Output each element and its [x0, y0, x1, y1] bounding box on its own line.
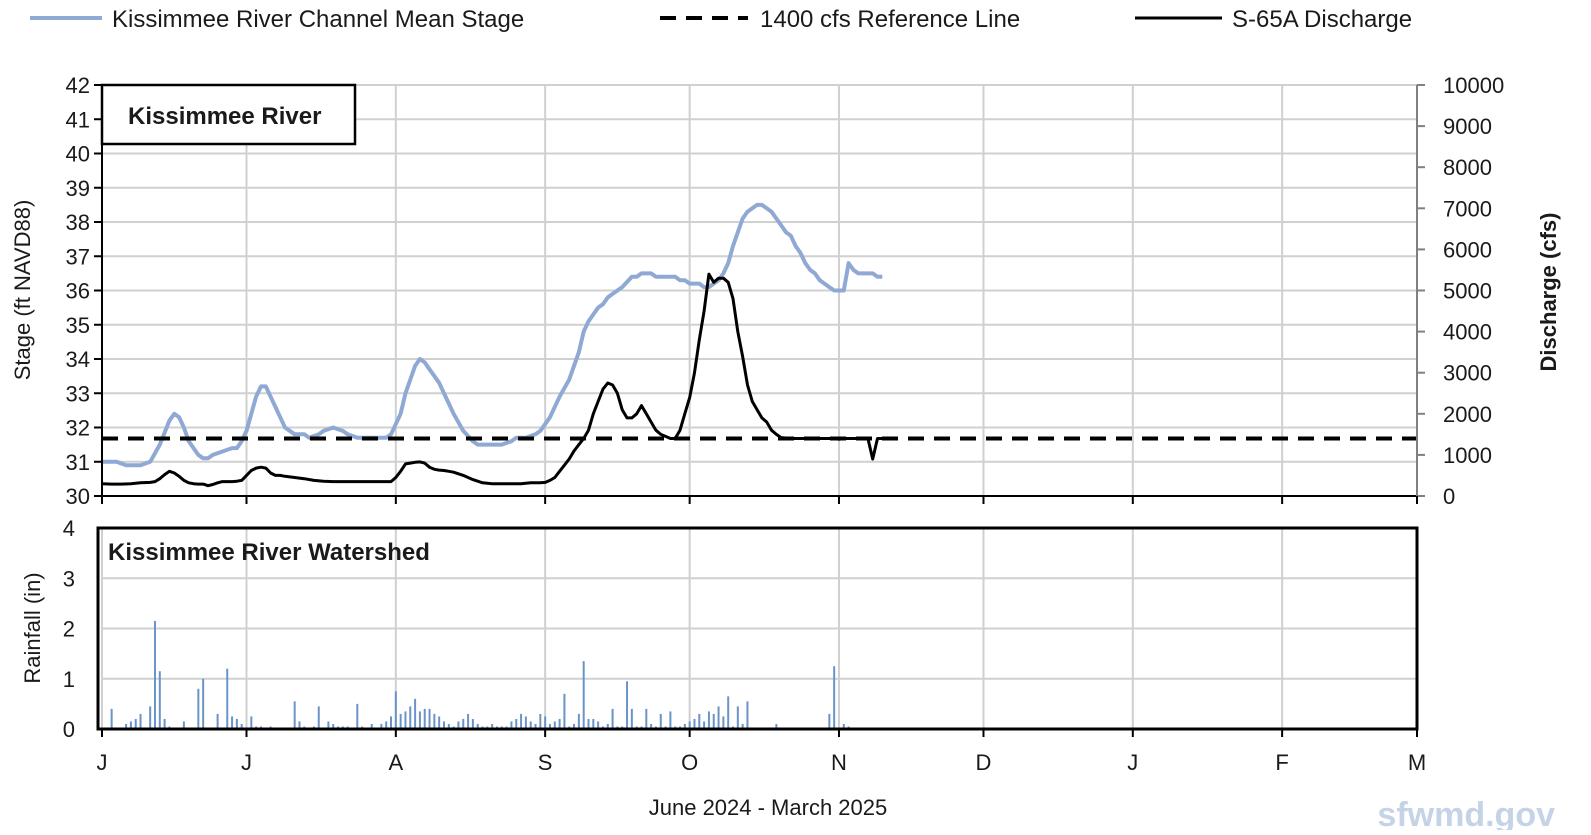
stage-tick-label-7: 37: [66, 244, 90, 269]
stage-tick-label-9: 39: [66, 176, 90, 201]
top-title-box: [100, 83, 357, 146]
stage-tick-label-12: 42: [66, 73, 90, 98]
rainfall-tick-label-0: 0: [63, 717, 75, 742]
stage-tick-label-11: 41: [66, 107, 90, 132]
rainfall-tick-label-2: 2: [63, 617, 75, 642]
discharge-tick-label-0: 0: [1443, 484, 1455, 509]
discharge-tick-label-3: 3000: [1443, 361, 1492, 386]
x-tick-label-8: F: [1275, 750, 1288, 775]
stage-tick-label-1: 31: [66, 450, 90, 475]
top-panel-title: Kissimmee River: [128, 103, 321, 130]
discharge-tick-label-4: 4000: [1443, 320, 1492, 345]
x-tick-label-4: O: [681, 750, 698, 775]
discharge-axis-title: Discharge (cfs): [1536, 213, 1561, 372]
rainfall-tick-label-3: 3: [63, 566, 75, 591]
stage-tick-label-6: 36: [66, 279, 90, 304]
stage-tick-label-2: 32: [66, 416, 90, 441]
x-tick-label-9: M: [1408, 750, 1426, 775]
x-tick-label-2: A: [388, 750, 403, 775]
x-axis-title: June 2024 - March 2025: [649, 795, 888, 820]
discharge-tick-label-10: 10000: [1443, 73, 1504, 98]
stage-tick-label-10: 40: [66, 142, 90, 167]
discharge-tick-label-9: 9000: [1443, 114, 1492, 139]
stage-tick-label-3: 33: [66, 381, 90, 406]
x-tick-label-1: J: [241, 750, 252, 775]
x-tick-label-7: J: [1127, 750, 1138, 775]
axes: [94, 84, 1425, 737]
legend-label-1: 1400 cfs Reference Line: [760, 6, 1020, 33]
series-line-0: [102, 202, 883, 468]
rainfall-axis-title: Rainfall (in): [20, 572, 45, 683]
discharge-tick-label-2: 2000: [1443, 402, 1492, 427]
discharge-tick-label-5: 5000: [1443, 279, 1492, 304]
discharge-tick-label-7: 7000: [1443, 196, 1492, 221]
rainfall-frame: [96, 526, 1419, 731]
x-tick-label-3: S: [538, 750, 553, 775]
rainfall-bars: [110, 620, 850, 729]
rainfall-tick-label-1: 1: [63, 667, 75, 692]
discharge-tick-label-6: 6000: [1443, 237, 1492, 262]
stage-tick-label-5: 35: [66, 313, 90, 338]
x-tick-label-5: N: [831, 750, 847, 775]
stage-tick-label-4: 34: [66, 347, 90, 372]
discharge-tick-label-1: 1000: [1443, 443, 1492, 468]
stage-tick-label-0: 30: [66, 484, 90, 509]
series-line-2: [101, 272, 883, 488]
x-tick-label-6: D: [976, 750, 992, 775]
stage-axis-title: Stage (ft NAVD88): [10, 200, 35, 381]
x-tick-label-0: J: [97, 750, 108, 775]
legend-label-0: Kissimmee River Channel Mean Stage: [112, 6, 524, 33]
top-panel-series: [101, 202, 1417, 488]
labels: 3031323334353637383940414201000200030004…: [63, 73, 1504, 775]
stage-tick-label-8: 38: [66, 210, 90, 235]
sfwmd-watermark: sfwmd.gov: [1377, 796, 1555, 830]
discharge-tick-label-8: 8000: [1443, 155, 1492, 180]
legend: Kissimmee River Channel Mean Stage 1400 c…: [30, 6, 1412, 33]
rainfall-tick-label-4: 4: [63, 516, 75, 541]
legend-label-2: S-65A Discharge: [1232, 6, 1412, 33]
bottom-panel-title: Kissimmee River Watershed: [108, 539, 430, 566]
